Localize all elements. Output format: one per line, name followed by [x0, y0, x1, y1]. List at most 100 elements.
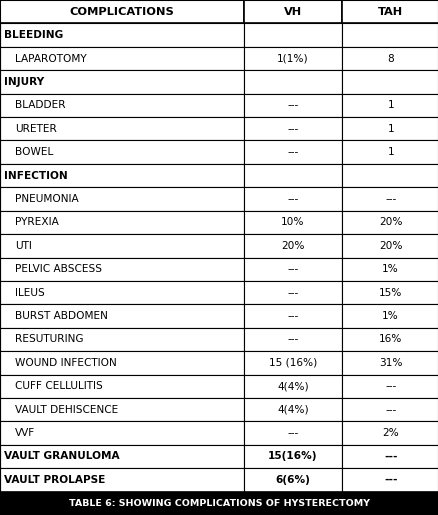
Bar	[0, 492, 438, 515]
Text: 1: 1	[386, 147, 393, 157]
Text: BLEEDING: BLEEDING	[4, 30, 63, 40]
Bar	[0, 47, 243, 70]
Text: 1%: 1%	[381, 264, 398, 274]
Bar	[243, 0, 342, 23]
Text: 8: 8	[386, 54, 393, 63]
Text: VAULT PROLAPSE: VAULT PROLAPSE	[4, 475, 105, 485]
Bar	[0, 187, 243, 211]
Bar	[0, 164, 243, 187]
Bar	[0, 304, 243, 328]
Text: ---: ---	[384, 405, 396, 415]
Text: PNEUMONIA: PNEUMONIA	[15, 194, 79, 204]
Text: BLADDER: BLADDER	[15, 100, 66, 110]
Bar	[243, 304, 342, 328]
Bar	[342, 23, 438, 47]
Bar	[342, 164, 438, 187]
Text: ---: ---	[383, 475, 396, 485]
Text: ---: ---	[383, 452, 396, 461]
Bar	[0, 70, 243, 94]
Bar	[342, 234, 438, 258]
Bar	[342, 187, 438, 211]
Bar	[342, 398, 438, 421]
Bar	[0, 141, 243, 164]
Bar	[243, 468, 342, 492]
Bar	[342, 258, 438, 281]
Bar	[342, 117, 438, 141]
Bar	[0, 445, 243, 468]
Text: TABLE 6: SHOWING COMPLICATIONS OF HYSTERECTOMY: TABLE 6: SHOWING COMPLICATIONS OF HYSTER…	[69, 499, 369, 508]
Text: 16%: 16%	[378, 334, 402, 345]
Text: ILEUS: ILEUS	[15, 287, 45, 298]
Bar	[342, 47, 438, 70]
Text: 20%: 20%	[378, 241, 402, 251]
Bar	[0, 234, 243, 258]
Text: 1: 1	[386, 100, 393, 110]
Text: ---: ---	[287, 100, 298, 110]
Text: ---: ---	[287, 311, 298, 321]
Bar	[342, 211, 438, 234]
Bar	[0, 281, 243, 304]
Text: INFECTION: INFECTION	[4, 170, 67, 181]
Bar	[342, 328, 438, 351]
Bar	[342, 445, 438, 468]
Bar	[342, 94, 438, 117]
Bar	[342, 0, 438, 23]
Text: 15%: 15%	[378, 287, 402, 298]
Text: URETER: URETER	[15, 124, 57, 134]
Text: UTI: UTI	[15, 241, 32, 251]
Text: 1: 1	[386, 124, 393, 134]
Bar	[0, 398, 243, 421]
Text: TAH: TAH	[377, 7, 403, 16]
Text: COMPLICATIONS: COMPLICATIONS	[69, 7, 174, 16]
Bar	[0, 211, 243, 234]
Bar	[243, 94, 342, 117]
Bar	[0, 117, 243, 141]
Text: ---: ---	[287, 428, 298, 438]
Bar	[0, 351, 243, 374]
Text: ---: ---	[287, 194, 298, 204]
Bar	[0, 328, 243, 351]
Text: ---: ---	[287, 147, 298, 157]
Bar	[243, 351, 342, 374]
Text: 31%: 31%	[378, 358, 402, 368]
Bar	[243, 421, 342, 445]
Text: 20%: 20%	[378, 217, 402, 228]
Bar	[342, 141, 438, 164]
Bar	[0, 94, 243, 117]
Bar	[342, 351, 438, 374]
Bar	[243, 258, 342, 281]
Bar	[342, 281, 438, 304]
Text: CUFF CELLULITIS: CUFF CELLULITIS	[15, 381, 103, 391]
Text: LAPAROTOMY: LAPAROTOMY	[15, 54, 87, 63]
Bar	[243, 70, 342, 94]
Bar	[342, 304, 438, 328]
Bar	[342, 70, 438, 94]
Bar	[0, 258, 243, 281]
Bar	[243, 47, 342, 70]
Bar	[342, 374, 438, 398]
Bar	[243, 445, 342, 468]
Bar	[243, 234, 342, 258]
Bar	[243, 398, 342, 421]
Text: VH: VH	[283, 7, 301, 16]
Text: 20%: 20%	[281, 241, 304, 251]
Bar	[243, 187, 342, 211]
Text: 4(4%): 4(4%)	[276, 381, 308, 391]
Text: 15 (16%): 15 (16%)	[268, 358, 316, 368]
Text: 4(4%): 4(4%)	[276, 405, 308, 415]
Text: BURST ABDOMEN: BURST ABDOMEN	[15, 311, 108, 321]
Text: ---: ---	[287, 287, 298, 298]
Text: VVF: VVF	[15, 428, 35, 438]
Text: 1(1%): 1(1%)	[276, 54, 308, 63]
Text: PYREXIA: PYREXIA	[15, 217, 59, 228]
Text: ---: ---	[287, 124, 298, 134]
Text: 6(6%): 6(6%)	[275, 475, 310, 485]
Bar	[243, 328, 342, 351]
Bar	[243, 117, 342, 141]
Bar	[243, 141, 342, 164]
Text: RESUTURING: RESUTURING	[15, 334, 84, 345]
Bar	[0, 468, 243, 492]
Text: VAULT GRANULOMA: VAULT GRANULOMA	[4, 452, 119, 461]
Text: ---: ---	[287, 334, 298, 345]
Bar	[0, 421, 243, 445]
